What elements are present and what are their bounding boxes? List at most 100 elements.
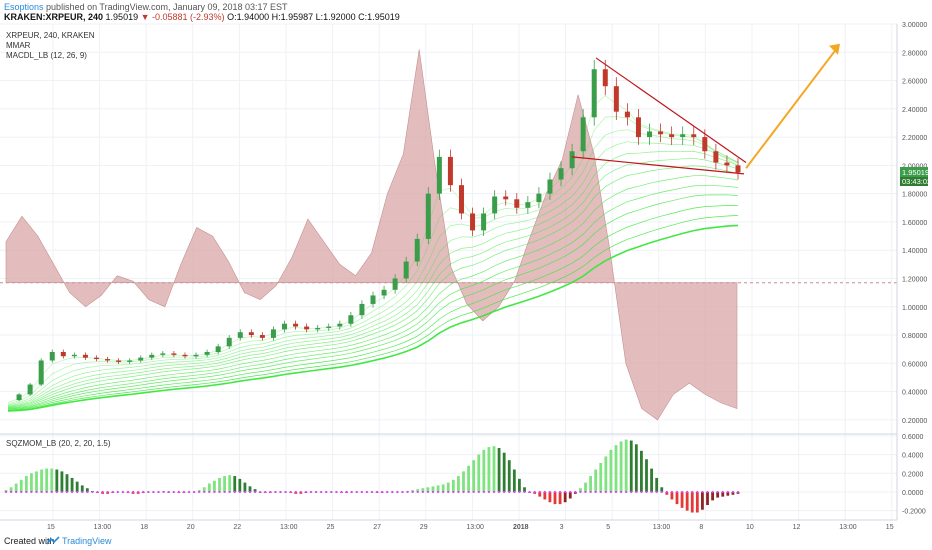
sqz-bar (563, 491, 567, 503)
sqz-zero-dot (467, 490, 470, 494)
candle-body (138, 357, 144, 361)
sqz-zero-dot (696, 490, 699, 494)
candle-body (149, 354, 155, 358)
sqz-zero-dot (406, 490, 409, 494)
sqz-zero-dot (431, 490, 435, 494)
x-tick-label: 2018 (513, 524, 529, 531)
sqz-bar (202, 487, 206, 492)
sqz-bar (502, 452, 506, 492)
candle-body (414, 238, 420, 262)
sqz-zero-dot (274, 490, 277, 494)
last-price: 1.95019 (105, 12, 139, 22)
axes: 3.00000 2.80000 2.60000 2.40000 2.20000 2.000… (0, 22, 927, 531)
candle-body (270, 329, 276, 338)
sqz-zero-dot (126, 490, 130, 494)
candle-body (193, 354, 199, 357)
sqz-bar (726, 491, 730, 496)
sqz-zero-dot (259, 490, 262, 494)
sqz-bar (629, 440, 633, 492)
candle-body (60, 352, 66, 357)
sqz-zero-dot (411, 490, 414, 494)
sqz-zero-dot (304, 490, 308, 494)
author-link[interactable]: Esoptions (4, 2, 44, 12)
candle-body (326, 326, 332, 328)
sqz-zero-dot (574, 490, 577, 494)
sqz-bar (640, 450, 643, 492)
sqz-zero-dot (548, 490, 552, 494)
x-tick-label: 20 (187, 524, 195, 531)
candle-body (669, 134, 675, 138)
x-tick-label: 3 (560, 524, 564, 531)
x-tick-label: 18 (140, 524, 148, 531)
sqz-zero-dot (508, 490, 511, 494)
candle-body (160, 353, 166, 355)
candle-body (658, 131, 664, 135)
chart-canvas[interactable]: 3.00000 2.80000 2.60000 2.40000 2.20000 2.000… (0, 22, 932, 533)
sqz-bar (457, 476, 460, 492)
legend-macd: MACDL_LB (12, 26, 9) (6, 51, 87, 60)
macd-area (5, 49, 738, 421)
sqz-zero-dot (218, 490, 221, 494)
y-tick-label: 2.80000 (902, 50, 927, 57)
sqz-zero-dot (350, 490, 353, 494)
sqz-zero-dot (635, 490, 638, 494)
candle-body (93, 357, 99, 360)
x-tick-label: 13:00 (280, 524, 298, 531)
symbol-line: KRAKEN:XRPEUR, 240 1.95019 ▼ -0.05881 (-… (4, 12, 400, 22)
sqz-bar (65, 474, 69, 492)
y-tick-label: 1.40000 (902, 248, 927, 255)
footer: Created with TradingView (0, 533, 932, 550)
ribbon-line (7, 141, 739, 406)
sqz-zero-dot (9, 490, 13, 494)
sqz-zero-dot (162, 490, 165, 494)
countdown-label: 03:43:02 (902, 177, 931, 186)
sqz-bar (614, 445, 618, 492)
candle-body (226, 337, 232, 347)
sqz-bar (609, 449, 613, 492)
sqz-zero-dot (131, 490, 135, 494)
x-tick-label: 5 (606, 524, 610, 531)
sqz-tick-label: 0.6000 (902, 434, 924, 441)
sqz-zero-dot (172, 490, 175, 494)
sqz-bar (223, 476, 226, 492)
sqz-zero-dot (665, 490, 668, 494)
sqz-bar (9, 487, 13, 492)
sqz-bar (558, 491, 562, 505)
macd-band (0, 49, 897, 421)
sqz-zero-dot (401, 490, 404, 494)
sqz-bar (680, 491, 684, 508)
candle-body (624, 111, 630, 118)
sqz-bar (431, 486, 435, 492)
candle-body (71, 354, 77, 357)
sqz-tick-label: 0.2000 (902, 471, 924, 478)
candle-body (82, 354, 88, 358)
sqz-zero-dot (116, 490, 119, 494)
tradingview-link[interactable]: TradingView (62, 536, 112, 546)
sqz-zero-dot (15, 490, 18, 494)
y-tick-label: 1.00000 (902, 305, 927, 312)
sqz-bar (599, 462, 603, 492)
sqz-zero-dot (594, 490, 597, 494)
ribbon-line (7, 224, 739, 412)
created-with-text: Created with (4, 536, 55, 546)
sqz-bar (472, 460, 476, 492)
sqz-zero-dot (553, 490, 557, 494)
y-tick-label: 1.60000 (902, 220, 927, 227)
sqz-zero-dot (86, 490, 89, 494)
sqz-zero-dot (650, 490, 653, 494)
candle-body (293, 323, 299, 327)
sqz-bar (436, 485, 440, 492)
sqz-zero-dot (370, 490, 374, 494)
sqz-zero-dot (289, 490, 292, 494)
ribbon-line (7, 150, 739, 407)
sqz-zero-dot (640, 490, 643, 494)
sqz-bar (75, 481, 79, 492)
sqz-bar (690, 491, 694, 513)
candle-body (724, 162, 730, 166)
sqz-bar (624, 439, 628, 492)
sqz-zero-dot (299, 490, 302, 494)
sqz-bar (45, 468, 49, 492)
sqz-zero-dot (30, 490, 33, 494)
x-tick-label: 12 (793, 524, 801, 531)
sqz-zero-dot (569, 490, 572, 494)
